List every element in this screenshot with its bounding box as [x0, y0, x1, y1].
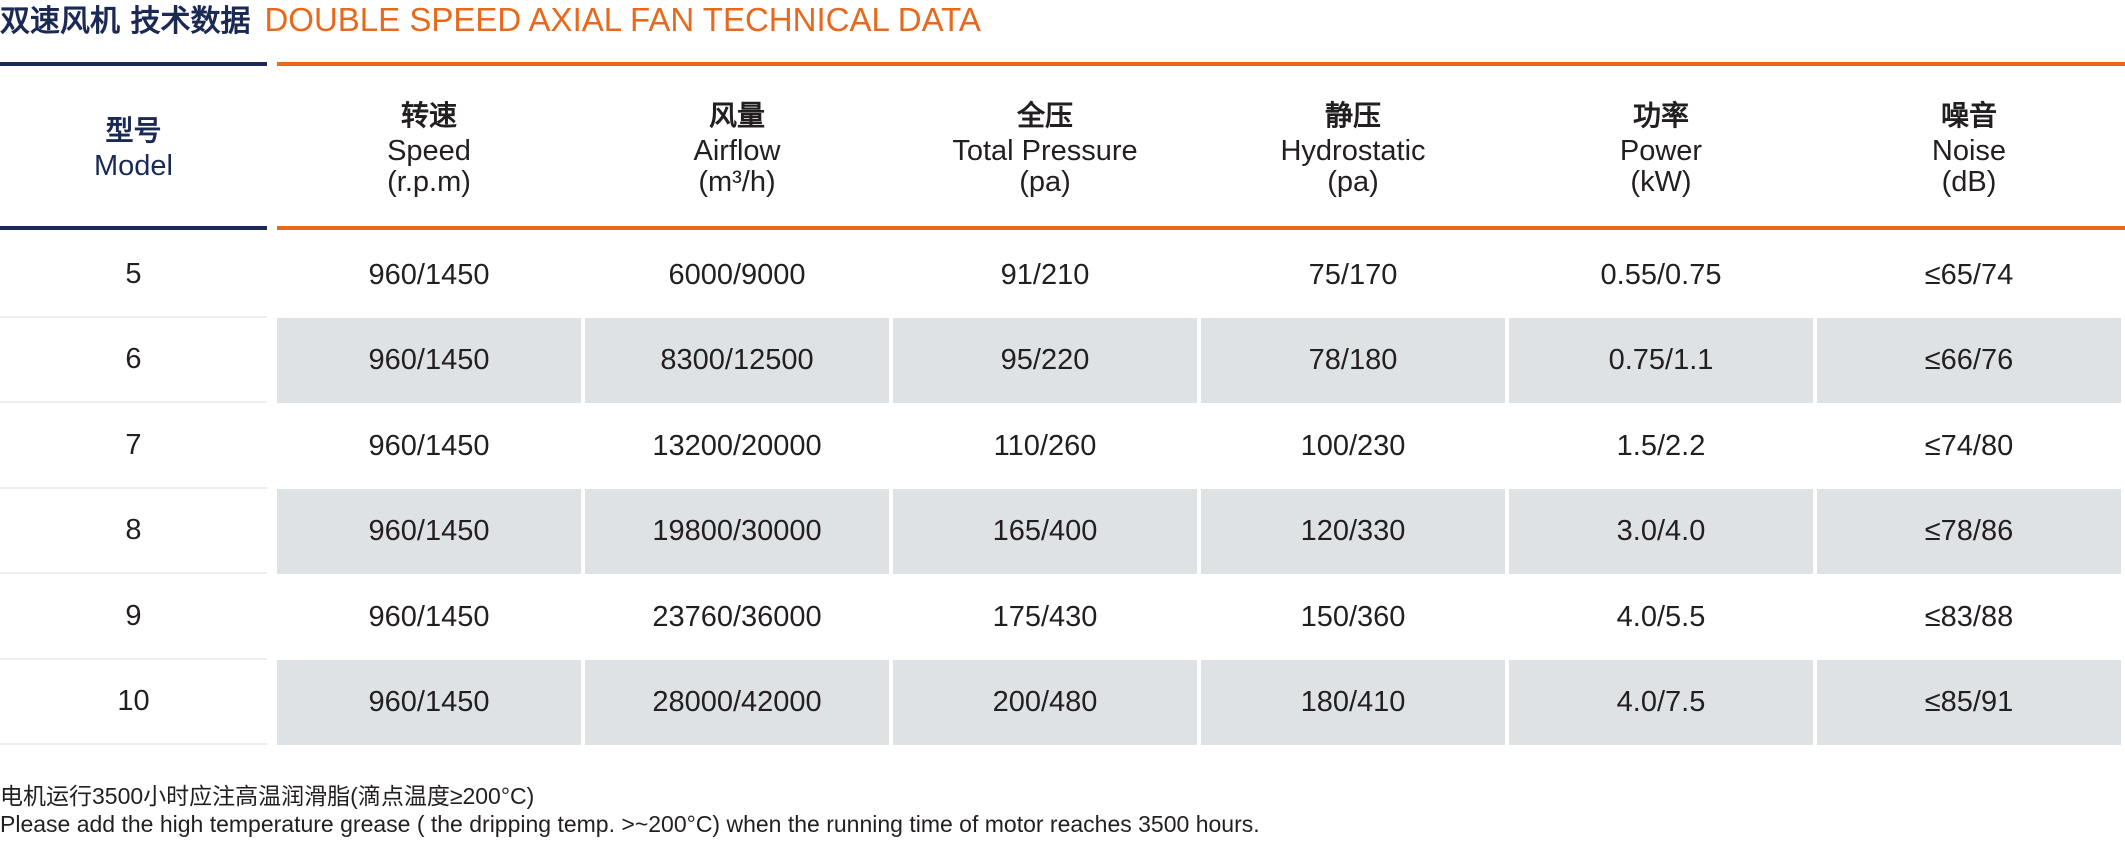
header-unit: (dB): [1941, 165, 1997, 198]
table-cell: 150/360: [1300, 600, 1406, 633]
table-row: 9 960/1450 23760/36000 175/430 150/360 4.0/5.…: [0, 575, 2125, 660]
header-en: Noise: [1931, 134, 2007, 167]
table-cell: 180/410: [1201, 660, 1505, 745]
table-cell: 13200/20000: [652, 429, 822, 462]
table-cell: 200/480: [893, 660, 1197, 745]
table-cell: 960/1450: [277, 489, 581, 575]
model-cell: 6: [0, 318, 267, 404]
header-en: Power: [1619, 134, 1703, 167]
header-en: Total Pressure: [952, 134, 1138, 167]
table-cell: ≤83/88: [1924, 600, 2014, 633]
table-cell: ≤74/80: [1924, 429, 2014, 462]
table-row: 7 960/1450 13200/20000 110/260 100/230 1.5/2.…: [0, 404, 2125, 489]
header-column: 风量 Airflow (m³/h): [585, 66, 889, 227]
table-cell: 960/1450: [277, 318, 581, 404]
header-unit: (kW): [1630, 165, 1692, 198]
note-cn: 电机运行3500小时应注高温润滑脂(滴点温度≥200°C): [0, 783, 535, 809]
header-unit: (m³/h): [698, 165, 776, 198]
table-cell: 95/220: [893, 318, 1197, 404]
header-model: 型号 Model: [0, 66, 267, 227]
table-cell: 8300/12500: [585, 318, 889, 404]
table-cell: 4.0/5.5: [1616, 600, 1706, 633]
header-column: 噪音 Noise (dB): [1817, 66, 2121, 227]
header-model-en: Model: [94, 150, 173, 182]
model-cell: 8: [0, 489, 267, 575]
title-cn: 双速风机 技术数据: [0, 4, 251, 39]
header-top-rule-orange: [277, 62, 2125, 66]
table-cell: 110/260: [993, 429, 1097, 462]
table-cell: ≤78/86: [1817, 489, 2121, 575]
header-column: 功率 Power (kW): [1509, 66, 1813, 227]
table-cell: 120/330: [1201, 489, 1505, 575]
table-cell: ≤85/91: [1817, 660, 2121, 745]
table-cell: ≤65/74: [1924, 259, 2014, 291]
header-cn: 风量: [708, 98, 765, 132]
header-column: 转速 Speed (r.p.m): [277, 66, 581, 227]
title-en: DOUBLE SPEED AXIAL FAN TECHNICAL DATA: [264, 1, 981, 38]
table-row: 5 960/1450 6000/9000 91/210 75/170 0.55/0.75 ≤…: [0, 233, 2125, 318]
page-title: 双速风机 技术数据 DOUBLE SPEED AXIAL FAN TECHNICA…: [0, 0, 981, 40]
header-en: Airflow: [693, 134, 781, 167]
note-en: Please add the high temperature grease (…: [0, 811, 1260, 837]
header-unit: (pa): [1019, 165, 1071, 198]
header-unit: (r.p.m): [387, 165, 471, 198]
table-cell: 175/430: [992, 600, 1098, 633]
header-cn: 噪音: [1940, 98, 1997, 132]
model-cell: 7: [0, 404, 267, 489]
header-cn: 全压: [1016, 98, 1073, 132]
table-cell: 0.75/1.1: [1509, 318, 1813, 404]
table-cell: 78/180: [1201, 318, 1505, 404]
table-cell: 3.0/4.0: [1509, 489, 1813, 575]
table-cell: 165/400: [893, 489, 1197, 575]
table-cell: 75/170: [1308, 259, 1398, 291]
header-column: 静压 Hydrostatic (pa): [1201, 66, 1505, 227]
header-model-cn: 型号: [105, 114, 162, 147]
table-cell: 19800/30000: [585, 489, 889, 575]
table-cell: 4.0/7.5: [1509, 660, 1813, 745]
header-bottom-rule-navy: [0, 226, 267, 230]
table-cell: 960/1450: [277, 660, 581, 745]
table-cell: ≤66/76: [1817, 318, 2121, 404]
header-bottom-rule-orange: [277, 226, 2125, 230]
model-cell: 5: [0, 233, 267, 318]
table-cell: 28000/42000: [585, 660, 889, 745]
table-cell: 1.5/2.2: [1616, 429, 1706, 462]
header-en: Speed: [387, 134, 471, 167]
table-row: 10 960/1450 28000/42000 200/480 180/410 4.0/7…: [0, 660, 2125, 745]
header-cn: 功率: [1632, 98, 1689, 132]
model-cell: 9: [0, 575, 267, 660]
model-cell: 10: [0, 660, 267, 745]
table-cell: 0.55/0.75: [1600, 259, 1722, 291]
table-row: 6 960/1450 8300/12500 95/220 78/180 0.75/1.1 ≤…: [0, 318, 2125, 404]
table-cell: 100/230: [1300, 429, 1406, 462]
header-en: Hydrostatic: [1280, 134, 1426, 167]
header-cn: 静压: [1324, 98, 1381, 132]
table-cell: 960/1450: [368, 429, 490, 462]
header-top-rule-navy: [0, 62, 267, 66]
table-cell: 960/1450: [368, 600, 490, 633]
table-cell: 960/1450: [368, 259, 490, 291]
header-column: 全压 Total Pressure (pa): [893, 66, 1197, 227]
header-cn: 转速: [400, 98, 457, 132]
table-cell: 6000/9000: [668, 259, 806, 291]
table-cell: 23760/36000: [652, 600, 822, 633]
header-unit: (pa): [1327, 165, 1379, 198]
table-cell: 91/210: [1000, 259, 1090, 291]
table-row: 8 960/1450 19800/30000 165/400 120/330 3.0/4.…: [0, 489, 2125, 575]
